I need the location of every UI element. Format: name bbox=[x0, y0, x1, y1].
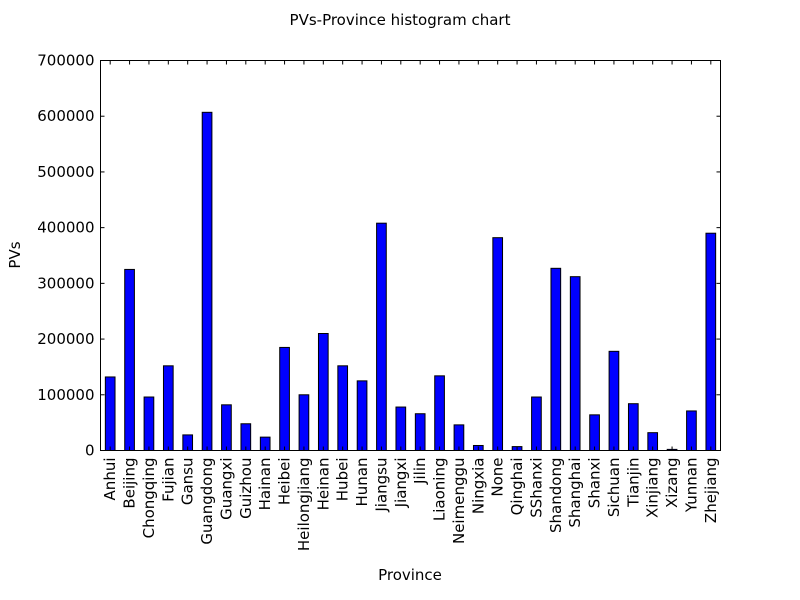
x-tick-label: Qinghai bbox=[508, 458, 526, 516]
x-axis-title: Province bbox=[378, 566, 442, 584]
x-tick-label: Xinjiang bbox=[644, 458, 662, 519]
x-tick-label: None bbox=[489, 458, 507, 497]
x-tick-label: Liaoning bbox=[431, 458, 449, 522]
chart-title: PVs-Province histogram chart bbox=[290, 11, 511, 29]
x-tick-label: Neimenggu bbox=[450, 458, 468, 545]
x-tick-label: Jiangsu bbox=[372, 458, 390, 513]
x-tick-label: Shanxi bbox=[586, 458, 604, 509]
plot-frame bbox=[100, 60, 721, 451]
x-tick-label: Hainan bbox=[256, 458, 274, 511]
bar-anhui bbox=[104, 376, 116, 452]
x-tick-label: Ningxia bbox=[469, 458, 487, 515]
bar-jilin bbox=[414, 413, 426, 452]
bar-shanxi bbox=[589, 414, 600, 452]
bar-sichuan bbox=[608, 350, 620, 452]
x-tick-label: Chongqing bbox=[140, 458, 158, 539]
x-tick-label: Guangxi bbox=[217, 458, 235, 520]
bar-fujian bbox=[162, 365, 174, 452]
bar-beijing bbox=[124, 268, 135, 451]
x-tick-label: Jiangxi bbox=[392, 458, 410, 509]
bar-guizhou bbox=[240, 423, 252, 451]
y-tick-label: 200000 bbox=[37, 330, 94, 348]
x-tick-label: Shanghai bbox=[566, 458, 584, 528]
x-tick-label: Beijing bbox=[121, 458, 139, 509]
x-tick-label: Heilongjiang bbox=[295, 458, 313, 552]
x-tick-label: Hubei bbox=[334, 458, 352, 502]
bar-hunan bbox=[356, 380, 368, 452]
bar-jiangsu bbox=[376, 222, 387, 451]
bar-chongqing bbox=[143, 396, 155, 451]
x-tick-label: Guizhou bbox=[237, 458, 255, 519]
x-tick-label: Guangdong bbox=[198, 458, 216, 545]
x-tick-label: Zhejiang bbox=[702, 458, 720, 524]
bar-guangxi bbox=[221, 404, 232, 452]
x-tick-label: Gansu bbox=[179, 458, 197, 506]
x-axis: Anhui Beijing Chongqing Fujian Gansu Guangdon… bbox=[101, 60, 720, 552]
bar-shanghai bbox=[569, 276, 581, 451]
bar-hubei bbox=[337, 365, 349, 452]
bar-heibei bbox=[279, 346, 290, 451]
x-tick-label: Tianjin bbox=[624, 458, 642, 508]
bar-yunnan bbox=[686, 410, 697, 452]
bar-sshanxi bbox=[531, 396, 542, 451]
y-tick-label: 100000 bbox=[37, 386, 94, 404]
bar-heilongjiang bbox=[298, 394, 310, 451]
bars-group bbox=[104, 111, 717, 452]
y-tick-label: 400000 bbox=[37, 219, 94, 237]
x-tick-label: Anhui bbox=[101, 458, 119, 501]
x-tick-label: Jilin bbox=[411, 458, 429, 485]
x-tick-label: Heinan bbox=[314, 458, 332, 511]
y-axis-title: PVs bbox=[6, 241, 24, 268]
y-tick-label: 600000 bbox=[37, 107, 94, 125]
bar-shandong bbox=[550, 267, 562, 452]
y-tick-label: 0 bbox=[85, 442, 95, 460]
bar-liaoning bbox=[434, 375, 445, 452]
x-tick-label: SShanxi bbox=[527, 458, 545, 518]
x-tick-label: Sichuan bbox=[605, 458, 623, 518]
bar-tianjin bbox=[627, 403, 639, 452]
x-tick-label: Heibei bbox=[276, 458, 294, 506]
bar-jiangxi bbox=[395, 406, 407, 451]
y-tick-label: 300000 bbox=[37, 274, 94, 292]
bar-guangdong bbox=[201, 111, 213, 451]
x-tick-label: Xizang bbox=[663, 458, 681, 509]
y-tick-label: 700000 bbox=[37, 52, 94, 70]
bar-none bbox=[492, 237, 504, 451]
x-tick-label: Shandong bbox=[547, 458, 565, 533]
y-tick-label: 500000 bbox=[37, 163, 94, 181]
x-tick-label: Hunan bbox=[353, 458, 371, 507]
x-tick-label: Yunnan bbox=[682, 458, 700, 514]
x-tick-label: Fujian bbox=[159, 458, 177, 502]
bar-zhejiang bbox=[705, 232, 717, 451]
bar-heinan bbox=[317, 333, 329, 451]
y-axis: 0 100000 200000 300000 400000 500000 600000 700… bbox=[37, 52, 721, 460]
